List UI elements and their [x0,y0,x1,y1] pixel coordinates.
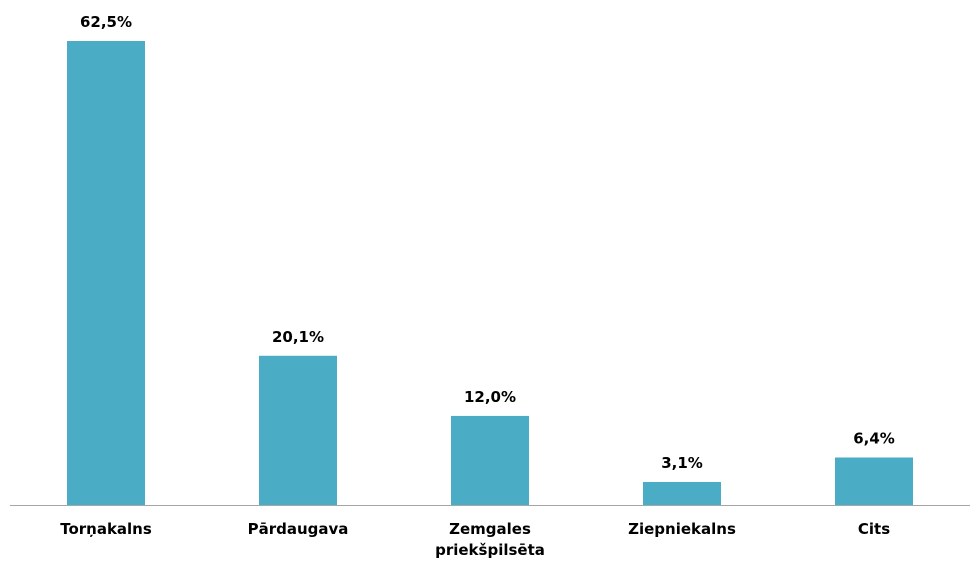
value-label: 62,5% [80,13,132,31]
value-label: 3,1% [661,454,703,472]
bar [835,457,913,505]
bar [259,355,337,505]
x-tick-label: Ziepniekalns [628,520,736,538]
x-tick-label: Cits [857,520,891,538]
x-tick-label: Torņakalns [60,520,152,538]
bar [67,41,145,505]
bar [643,481,721,505]
value-label: 6,4% [853,429,895,447]
bar [451,415,529,505]
value-label: 12,0% [464,388,516,406]
value-label: 20,1% [272,328,324,346]
x-tick-label: Zemgales priekšpilsēta [435,520,545,559]
x-tick-label: Pārdaugava [247,520,349,538]
